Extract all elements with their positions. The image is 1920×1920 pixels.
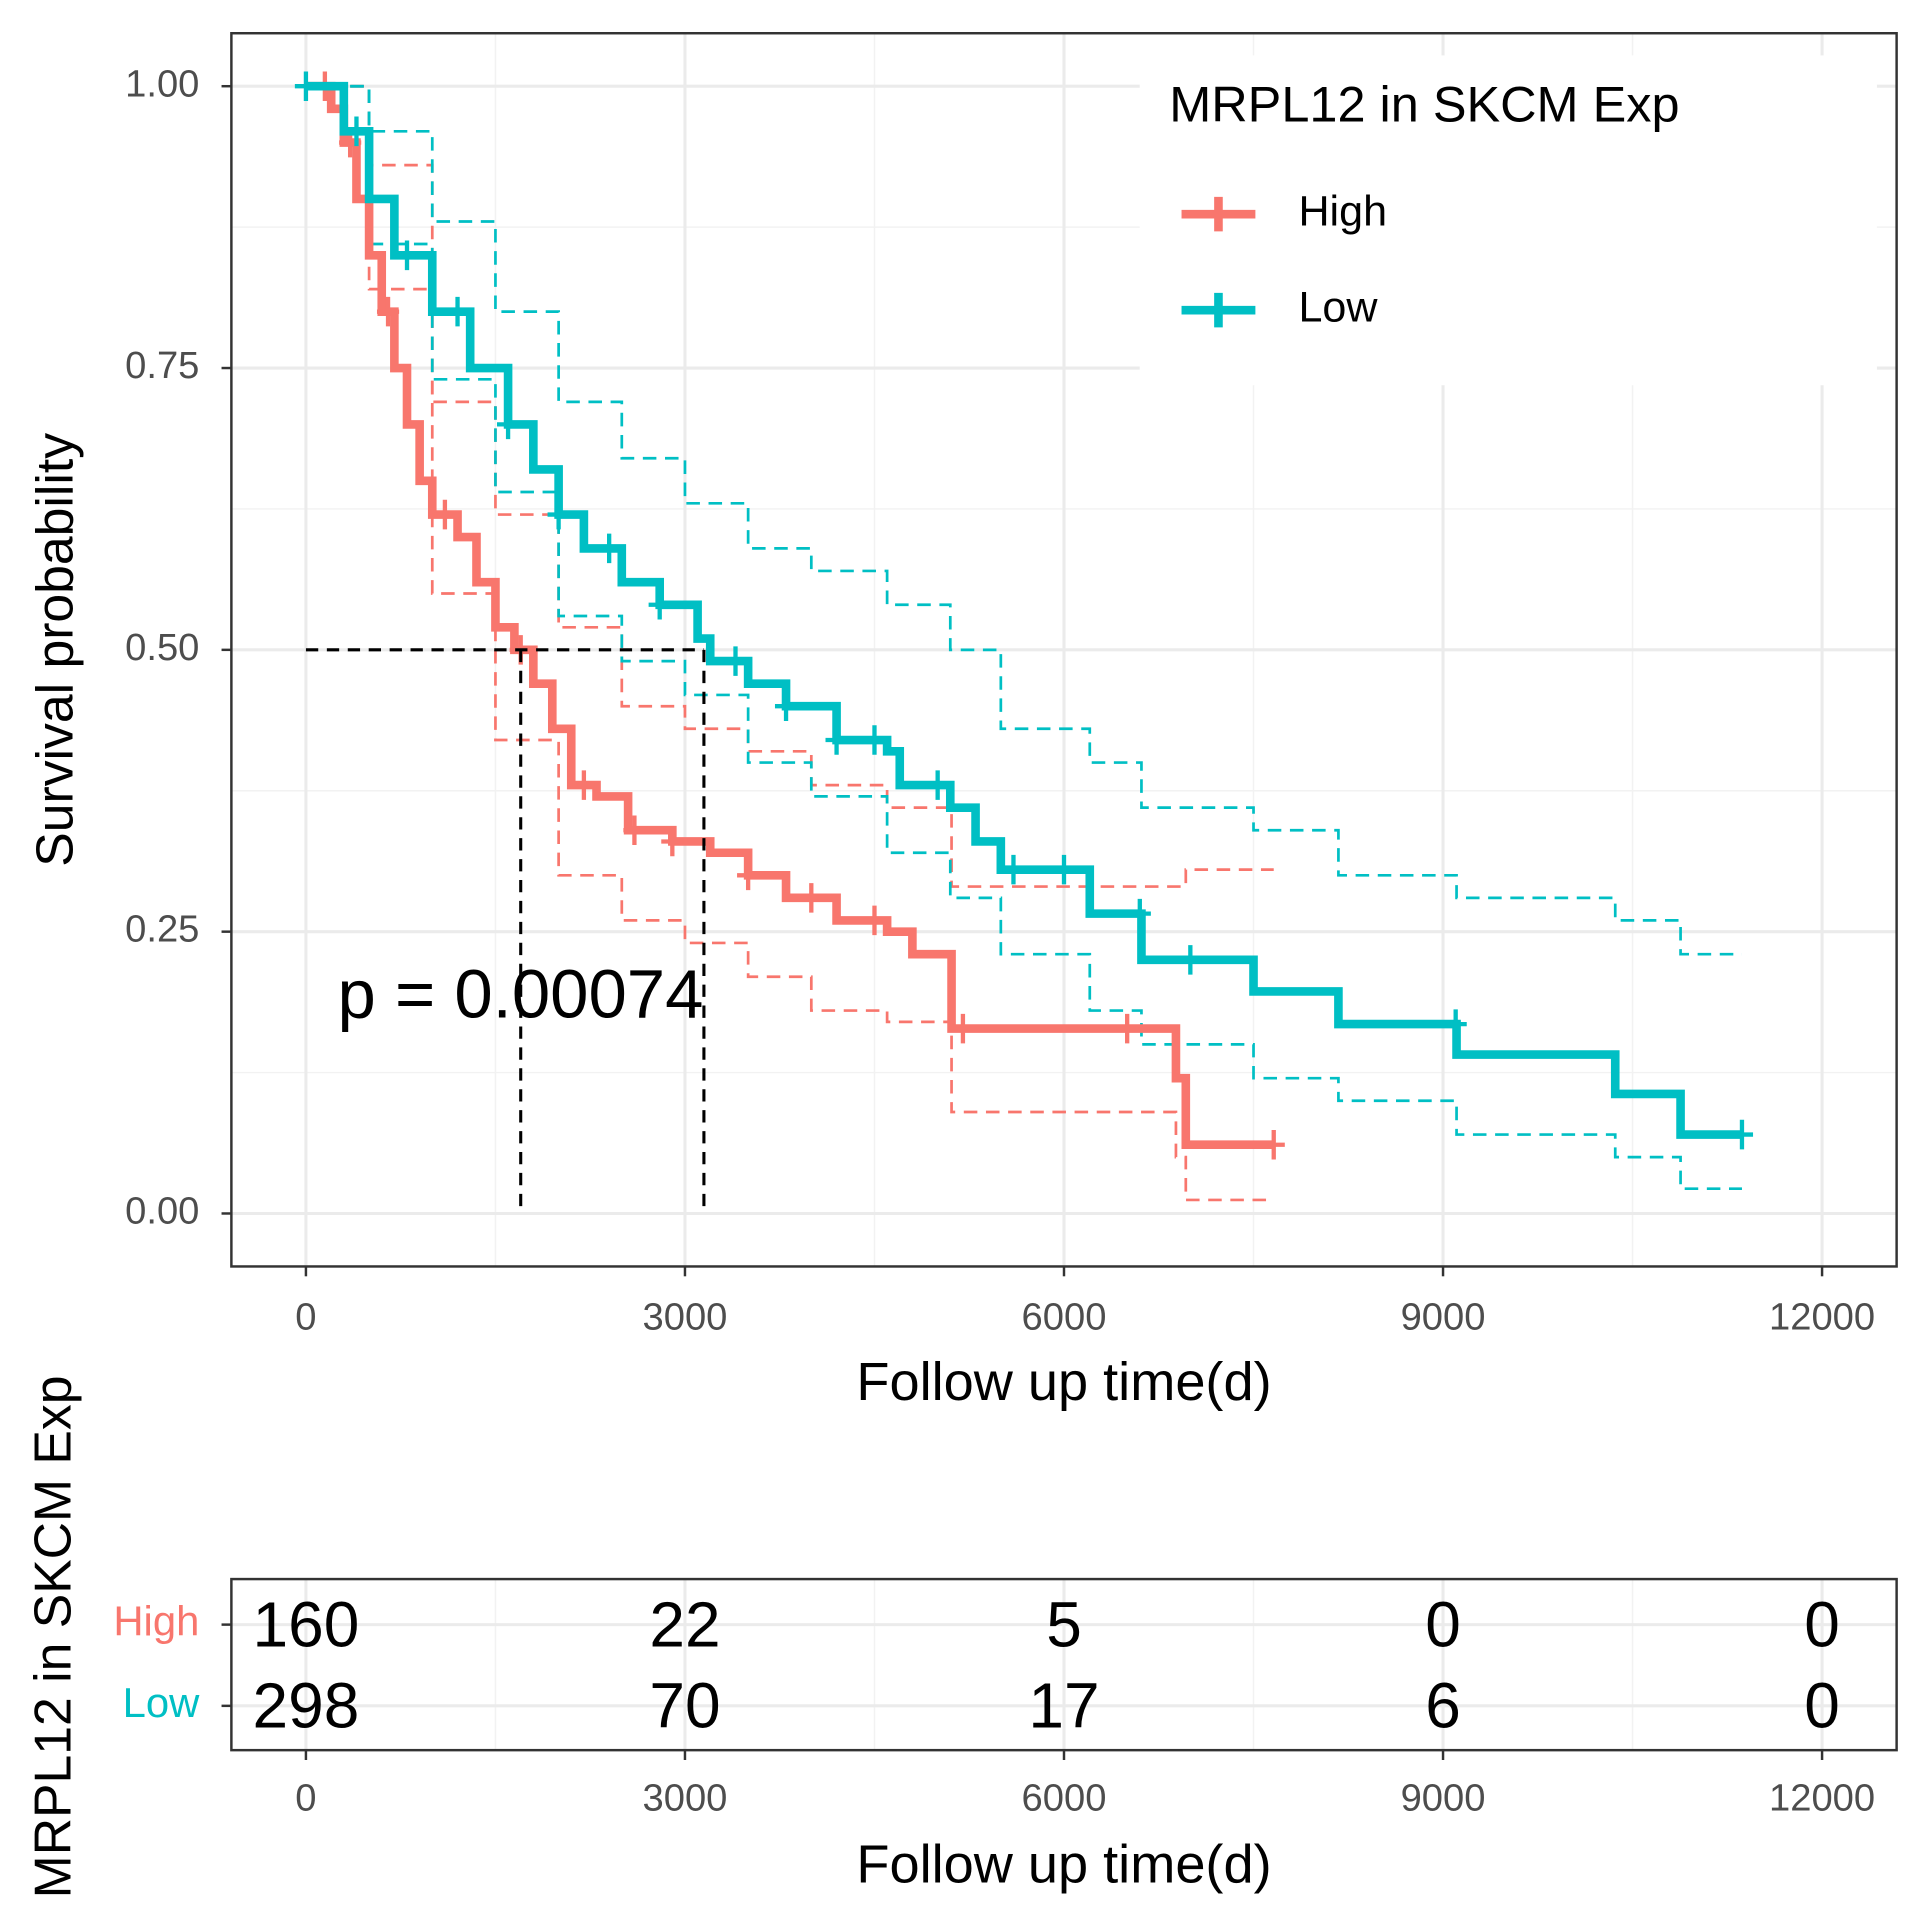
legend-label: High	[1298, 188, 1387, 236]
risk-count: 0	[1804, 1670, 1840, 1742]
x-tick-label: 12000	[1769, 1295, 1875, 1338]
survival-curve	[305, 81, 1274, 1150]
x-tick-label: 9000	[1401, 1295, 1486, 1338]
x-axis-title: Follow up time(d)	[856, 1352, 1271, 1412]
risk-count: 0	[1425, 1588, 1461, 1660]
censor-mark	[433, 499, 456, 530]
y-tick-label: 0.00	[125, 1190, 199, 1233]
risk-count: 22	[649, 1588, 720, 1660]
y-tick-label: 0.25	[125, 908, 199, 951]
y-tick-label: 1.00	[125, 62, 199, 105]
censor-mark	[395, 240, 419, 271]
legend-box	[1139, 55, 1877, 386]
censor-mark	[446, 296, 469, 327]
ci-line	[305, 84, 1274, 1202]
x-tick-label: 3000	[643, 1777, 728, 1820]
risk-count: 160	[253, 1588, 360, 1660]
panel-border	[230, 32, 1898, 1268]
censor-mark	[1128, 898, 1151, 929]
strata-label: High	[113, 1598, 199, 1645]
x-tick-label: 9000	[1401, 1777, 1486, 1820]
censor-mark	[737, 860, 760, 891]
legend-key	[1181, 292, 1256, 328]
strata-label: Low	[123, 1679, 201, 1726]
censor-mark	[598, 533, 621, 564]
censor-mark	[376, 296, 400, 327]
risk-count: 17	[1028, 1670, 1099, 1742]
censor-mark	[1179, 945, 1202, 975]
censor-mark	[825, 725, 848, 755]
risk-count: 70	[649, 1670, 720, 1742]
censor-mark	[800, 883, 823, 913]
censor-mark	[926, 770, 949, 800]
y-axis-title: MRPL12 in SKCM Exp	[23, 1376, 81, 1899]
censor-mark	[572, 770, 595, 800]
ci-line	[305, 84, 1742, 1191]
censor-mark	[497, 409, 520, 440]
x-tick-label: 0	[295, 1777, 316, 1820]
censor-mark	[1002, 854, 1025, 885]
x-tick-label: 0	[295, 1295, 316, 1338]
censor-mark	[1052, 854, 1076, 885]
y-tick-label: 0.75	[125, 344, 199, 387]
legend-title: MRPL12 in SKCM Exp	[1169, 76, 1679, 133]
censor-mark	[724, 646, 747, 676]
y-tick-label: 0.50	[125, 626, 199, 669]
risk-count: 6	[1425, 1670, 1461, 1742]
censor-mark	[1116, 1013, 1139, 1044]
risk-count: 0	[1804, 1588, 1840, 1660]
x-tick-label: 12000	[1769, 1777, 1875, 1820]
censor-mark	[661, 826, 684, 857]
legend-label: Low	[1298, 284, 1378, 332]
p-value: p = 0.00074	[338, 956, 704, 1033]
censor-mark	[951, 1013, 975, 1044]
censor-mark	[1444, 1009, 1467, 1039]
censor-mark	[648, 589, 671, 620]
risk-count: 5	[1046, 1588, 1082, 1660]
censor-mark	[345, 116, 368, 147]
censor-mark	[1262, 1129, 1285, 1160]
censor-mark	[863, 905, 886, 936]
censor-mark	[863, 725, 886, 755]
legend-key	[1181, 196, 1256, 232]
censor-mark	[547, 499, 570, 530]
x-tick-label: 3000	[643, 1295, 728, 1338]
risk-count: 298	[253, 1670, 360, 1742]
x-axis-title: Follow up time(d)	[856, 1835, 1271, 1895]
y-axis-title: Survival probability	[26, 433, 84, 867]
x-tick-label: 6000	[1022, 1777, 1107, 1820]
ci-line	[305, 84, 1742, 956]
censor-mark	[294, 71, 318, 101]
x-tick-label: 6000	[1022, 1295, 1107, 1338]
survival-curve	[305, 81, 1742, 1139]
censor-mark	[623, 815, 646, 845]
censor-mark	[774, 691, 798, 721]
table-border	[230, 1577, 1898, 1752]
censor-mark	[1730, 1119, 1754, 1150]
